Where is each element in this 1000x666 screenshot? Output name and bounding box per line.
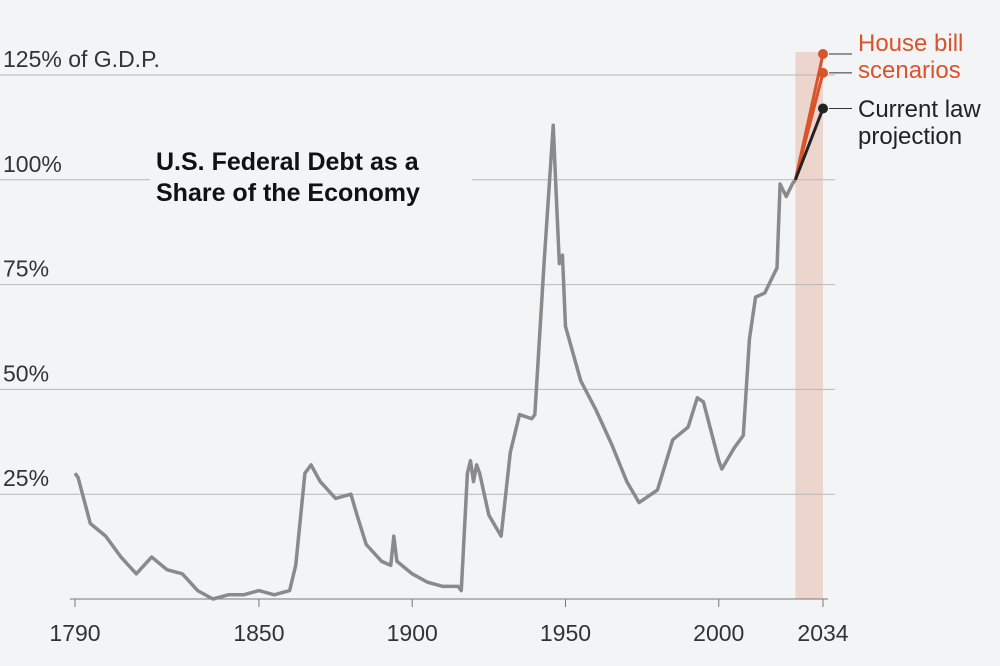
- y-tick-label: 25%: [3, 465, 49, 491]
- projection-span: [795, 52, 823, 599]
- end-point: [818, 49, 828, 59]
- x-tick-label: 1850: [233, 620, 284, 646]
- chart-title: U.S. Federal Debt as a Share of the Econ…: [150, 143, 472, 213]
- x-tick-label: 1900: [387, 620, 438, 646]
- x-tick-label: 1950: [540, 620, 591, 646]
- x-tick-label: 2000: [693, 620, 744, 646]
- y-tick-label: 75%: [3, 256, 49, 282]
- annotation: House bill scenarios: [858, 30, 964, 84]
- end-point: [818, 67, 828, 78]
- y-tick-label: 125% of G.D.P.: [3, 46, 160, 72]
- y-tick-label: 100%: [3, 151, 62, 177]
- end-point: [818, 103, 828, 114]
- x-tick-label: 2034: [797, 620, 848, 646]
- series-line: [793, 72, 825, 181]
- x-tick-label: 1790: [49, 620, 100, 646]
- series-line: [794, 107, 825, 181]
- y-tick-label: 50%: [3, 360, 49, 386]
- annotation: Current law projection: [858, 96, 981, 150]
- series-line: [73, 123, 797, 601]
